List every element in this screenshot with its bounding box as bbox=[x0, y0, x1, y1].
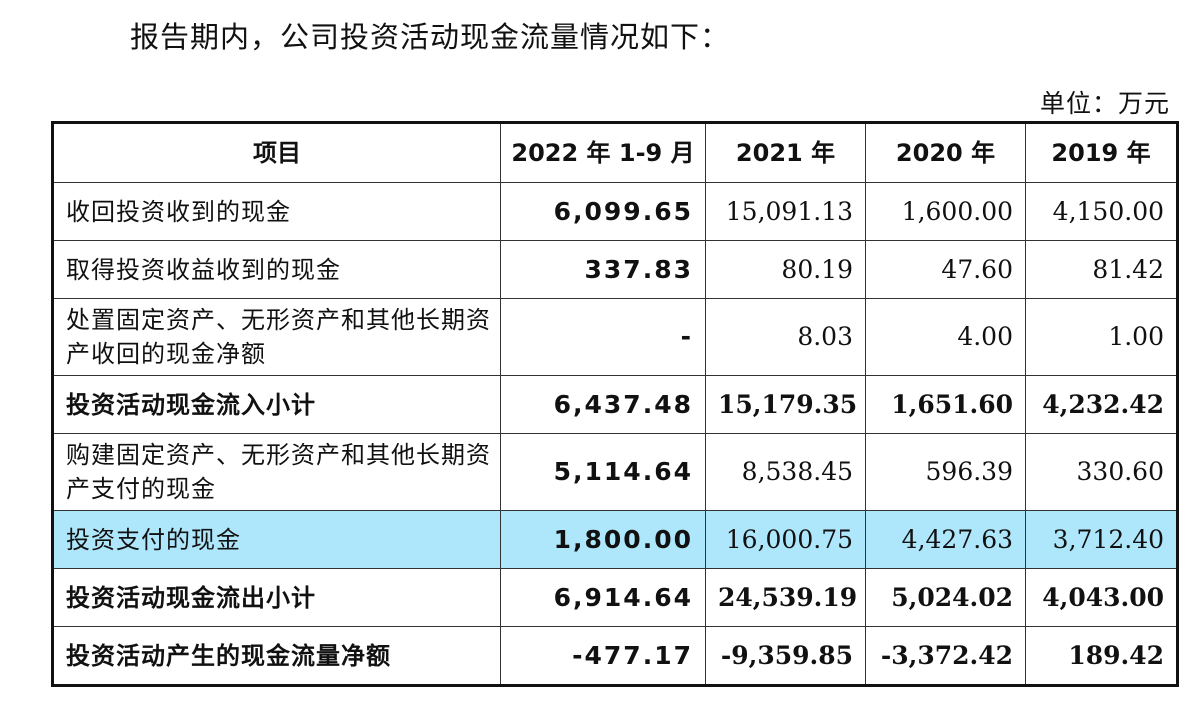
cell-2021: 16,000.75 bbox=[705, 510, 866, 569]
row-label: 取得投资收益收到的现金 bbox=[52, 240, 501, 299]
table-row: 取得投资收益收到的现金 337.83 80.19 47.60 81.42 bbox=[52, 240, 1178, 299]
table-row: 收回投资收到的现金 6,099.65 15,091.13 1,600.00 4,… bbox=[52, 182, 1178, 241]
header-2019: 2019 年 bbox=[1025, 122, 1178, 183]
header-2021: 2021 年 bbox=[705, 122, 866, 183]
cell-2020: 5,024.02 bbox=[865, 568, 1026, 627]
cell-2020: 1,651.60 bbox=[865, 375, 1026, 434]
cell-2019: 4,232.42 bbox=[1025, 375, 1178, 434]
table-row-subtotal-outflow: 投资活动现金流出小计 6,914.64 24,539.19 5,024.02 4… bbox=[52, 568, 1178, 627]
cell-2019: 1.00 bbox=[1025, 298, 1178, 376]
cell-2022: 6,914.64 bbox=[500, 568, 706, 627]
cell-2022: 6,437.48 bbox=[500, 375, 706, 434]
row-label: 投资活动产生的现金流量净额 bbox=[52, 626, 501, 686]
row-label: 处置固定资产、无形资产和其他长期资产收回的现金净额 bbox=[52, 298, 501, 376]
cell-2021: -9,359.85 bbox=[705, 626, 866, 686]
cell-2020: 4.00 bbox=[865, 298, 1026, 376]
cell-2019: 189.42 bbox=[1025, 626, 1178, 686]
cell-2019: 3,712.40 bbox=[1025, 510, 1178, 569]
cell-2022: 337.83 bbox=[500, 240, 706, 299]
cell-2021: 24,539.19 bbox=[705, 568, 866, 627]
table-row-highlighted: 投资支付的现金 1,800.00 16,000.75 4,427.63 3,71… bbox=[52, 510, 1178, 569]
table-row-subtotal-inflow: 投资活动现金流入小计 6,437.48 15,179.35 1,651.60 4… bbox=[52, 375, 1178, 434]
cell-2022: - bbox=[500, 298, 706, 376]
cell-2021: 8,538.45 bbox=[705, 433, 866, 511]
cell-2020: 4,427.63 bbox=[865, 510, 1026, 569]
cell-2019: 330.60 bbox=[1025, 433, 1178, 511]
row-label: 投资支付的现金 bbox=[52, 510, 501, 569]
table-row-net-total: 投资活动产生的现金流量净额 -477.17 -9,359.85 -3,372.4… bbox=[52, 626, 1178, 686]
cell-2021: 15,091.13 bbox=[705, 182, 866, 241]
row-label: 购建固定资产、无形资产和其他长期资产支付的现金 bbox=[52, 433, 501, 511]
cell-2020: 47.60 bbox=[865, 240, 1026, 299]
cell-2021: 80.19 bbox=[705, 240, 866, 299]
table-row: 购建固定资产、无形资产和其他长期资产支付的现金 5,114.64 8,538.4… bbox=[52, 433, 1178, 511]
cell-2022: -477.17 bbox=[500, 626, 706, 686]
table-header-row: 项目 2022 年 1-9 月 2021 年 2020 年 2019 年 bbox=[52, 122, 1178, 183]
cell-2021: 8.03 bbox=[705, 298, 866, 376]
cell-2019: 81.42 bbox=[1025, 240, 1178, 299]
cell-2020: -3,372.42 bbox=[865, 626, 1026, 686]
cell-2022: 6,099.65 bbox=[500, 182, 706, 241]
cell-2020: 596.39 bbox=[865, 433, 1026, 511]
cell-2021: 15,179.35 bbox=[705, 375, 866, 434]
header-2020: 2020 年 bbox=[865, 122, 1026, 183]
cell-2022: 5,114.64 bbox=[500, 433, 706, 511]
cell-2022: 1,800.00 bbox=[500, 510, 706, 569]
cell-2019: 4,043.00 bbox=[1025, 568, 1178, 627]
cell-2020: 1,600.00 bbox=[865, 182, 1026, 241]
unit-label: 单位：万元 bbox=[1039, 89, 1170, 118]
intro-text: 报告期内，公司投资活动现金流量情况如下： bbox=[130, 20, 731, 54]
cell-2019: 4,150.00 bbox=[1025, 182, 1178, 241]
header-2022-q1-q3: 2022 年 1-9 月 bbox=[500, 122, 706, 183]
table-row: 处置固定资产、无形资产和其他长期资产收回的现金净额 - 8.03 4.00 1.… bbox=[52, 298, 1178, 376]
row-label: 投资活动现金流入小计 bbox=[52, 375, 501, 434]
row-label: 收回投资收到的现金 bbox=[52, 182, 501, 241]
investment-cash-flow-table: 项目 2022 年 1-9 月 2021 年 2020 年 2019 年 收回投… bbox=[51, 121, 1179, 687]
row-label: 投资活动现金流出小计 bbox=[52, 568, 501, 627]
header-item: 项目 bbox=[52, 122, 501, 183]
